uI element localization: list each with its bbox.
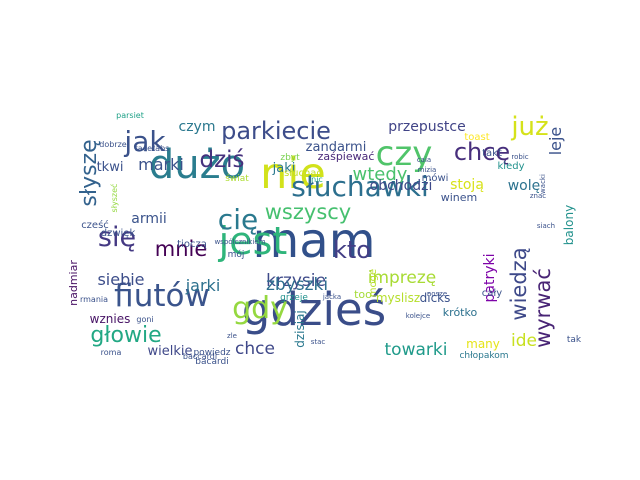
cloud-word: krzysie xyxy=(266,271,326,291)
cloud-word: czym xyxy=(179,119,216,135)
cloud-word: kolejce xyxy=(406,312,430,320)
cloud-word: cześć xyxy=(81,219,109,231)
cloud-word: tak xyxy=(567,335,582,345)
cloud-word: jarki xyxy=(185,276,221,295)
cloud-word: winem xyxy=(441,191,478,204)
cloud-word: nie xyxy=(260,149,326,199)
cloud-word: gdzieś xyxy=(242,283,386,336)
cloud-word: tkwi xyxy=(97,160,124,175)
cloud-word: cię xyxy=(218,203,258,236)
cloud-word: dzwięk xyxy=(101,228,136,239)
cloud-word: zbyt xyxy=(280,153,300,163)
cloud-word: mam xyxy=(253,213,376,269)
cloud-word: cały xyxy=(482,288,502,299)
cloud-word: słyszeć xyxy=(109,184,119,213)
cloud-word: leje xyxy=(546,127,565,156)
cloud-word: wyrwać xyxy=(531,268,555,348)
cloud-word: znac xyxy=(530,192,546,200)
cloud-word: bacardi xyxy=(195,357,228,367)
cloud-word: takt xyxy=(482,148,502,159)
cloud-word: many xyxy=(466,337,500,351)
cloud-word: grzeje xyxy=(280,293,308,303)
cloud-word: stac xyxy=(311,338,326,346)
cloud-word: chce xyxy=(235,339,275,359)
cloud-word: armii xyxy=(131,211,167,227)
cloud-word: nic xyxy=(311,175,323,184)
cloud-word: toast xyxy=(464,132,489,143)
cloud-word: wznies xyxy=(90,312,131,326)
cloud-word: wszyscy xyxy=(265,200,351,224)
cloud-word: chłopakom xyxy=(459,351,508,361)
cloud-word: siebie xyxy=(97,270,144,289)
cloud-word: jak xyxy=(123,125,166,158)
cloud-word: zandarmi xyxy=(306,140,367,155)
cloud-word: nosze xyxy=(427,290,447,298)
cloud-word: mówi xyxy=(422,172,449,184)
cloud-word: zle xyxy=(227,332,237,340)
cloud-word: tioczą xyxy=(177,239,207,250)
cloud-word: jacka xyxy=(322,293,341,301)
cloud-word: już xyxy=(510,112,548,142)
cloud-word: roma xyxy=(101,348,122,357)
cloud-word: ide xyxy=(511,331,537,351)
cloud-word: dicks xyxy=(420,291,451,305)
cloud-word: stoją xyxy=(450,177,484,193)
cloud-word: too xyxy=(354,288,372,301)
cloud-word: mój xyxy=(228,249,245,260)
cloud-word: wtedy xyxy=(353,164,408,185)
cloud-word: rmania xyxy=(80,295,108,304)
cloud-word: caia xyxy=(417,156,431,164)
cloud-word: wspólcznikiem xyxy=(214,238,265,246)
cloud-word: chcę xyxy=(454,138,510,166)
cloud-word: baccardi xyxy=(183,352,217,361)
cloud-word: fiutów xyxy=(114,278,210,314)
cloud-word: parkiecie xyxy=(221,117,331,145)
cloud-word: obchodzi xyxy=(370,178,433,194)
cloud-word: goni xyxy=(136,315,153,324)
cloud-word: dzisiaj xyxy=(293,310,307,348)
cloud-word: przepustce xyxy=(388,119,465,135)
cloud-word: parsiet xyxy=(116,111,144,120)
cloud-word: patryki xyxy=(482,254,498,303)
cloud-word: wielkie xyxy=(148,344,193,359)
cloud-word: wolę xyxy=(508,178,541,194)
cloud-word: balony xyxy=(562,205,576,245)
cloud-word: nadmiar xyxy=(67,260,80,306)
cloud-word: mizia xyxy=(418,166,437,174)
cloud-word: dużo xyxy=(149,142,245,188)
cloud-word: powiedz xyxy=(193,348,230,358)
cloud-word: marki xyxy=(138,155,184,174)
cloud-word: świat xyxy=(225,173,249,184)
cloud-word: wiedzą xyxy=(507,247,531,320)
cloud-word: siach xyxy=(537,222,555,230)
cloud-word: zbyszki xyxy=(266,275,328,295)
cloud-word: słuchawki xyxy=(291,170,428,203)
cloud-word: wacki xyxy=(539,174,547,194)
cloud-word: kto xyxy=(333,236,371,264)
cloud-word: głowie xyxy=(90,323,161,348)
cloud-word: się xyxy=(98,222,136,253)
cloud-word: słuchać xyxy=(284,167,322,179)
cloud-word: mnie xyxy=(155,237,208,261)
cloud-word: dziś xyxy=(199,147,244,173)
cloud-word: czy xyxy=(376,134,433,174)
cloud-word: myslisz xyxy=(376,291,420,305)
cloud-word: towarki xyxy=(385,340,448,360)
cloud-word: gdy xyxy=(232,291,288,326)
cloud-word: imprezę xyxy=(368,268,437,288)
cloud-word: kiedy xyxy=(498,161,525,172)
cloud-word: moge xyxy=(368,269,379,297)
cloud-word: tacetabs xyxy=(135,144,170,153)
cloud-word: jest xyxy=(218,219,288,263)
cloud-word: słyszę xyxy=(77,139,102,206)
cloud-word: robic xyxy=(511,153,528,161)
cloud-word: krótko xyxy=(443,306,478,319)
cloud-word: jaki xyxy=(272,161,296,176)
cloud-word: dobrze xyxy=(99,140,127,149)
cloud-word: zaśpiewać xyxy=(318,150,375,163)
